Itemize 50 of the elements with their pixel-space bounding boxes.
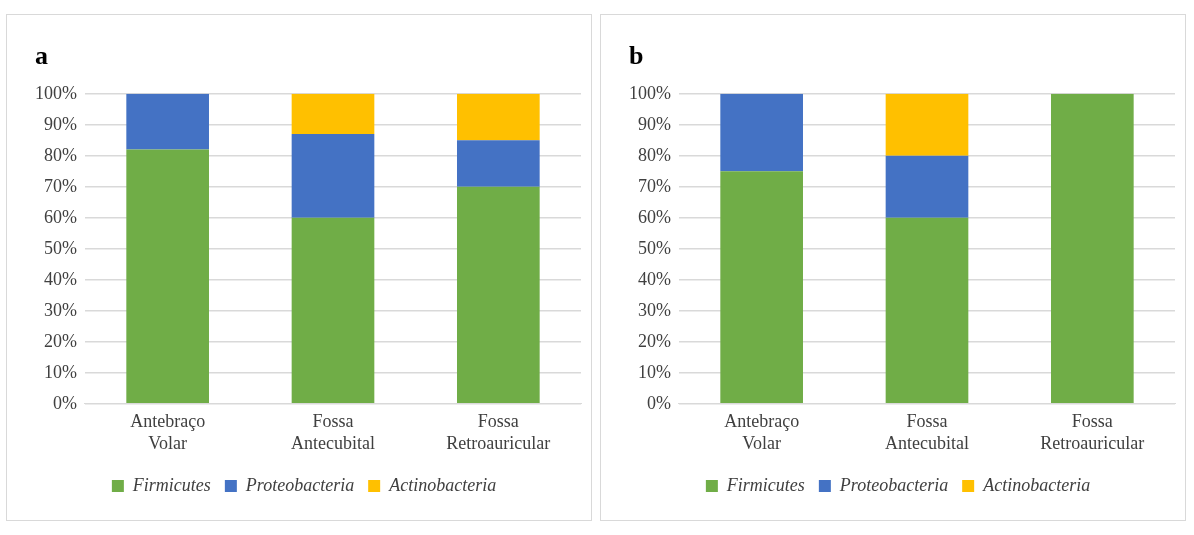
y-tick-label: 40% [43,268,77,289]
y-tick-label: 60% [637,206,671,227]
y-tick-label: 100% [34,82,77,103]
y-tick-label: 10% [43,361,77,382]
bar [291,134,375,218]
y-tick-label: 20% [43,330,77,351]
chart-title: b [629,41,644,71]
bar [126,149,209,404]
y-tick-label: 90% [43,113,77,134]
bar [885,217,969,404]
y-tick-label: 70% [637,175,671,196]
bar [1051,93,1134,404]
bar [720,93,803,172]
y-tick-label: 0% [646,392,671,413]
bar [885,93,969,156]
y-tick-label: 40% [637,268,671,289]
bar [291,217,375,404]
x-tick-label: Fossa Antecubital [291,411,375,453]
y-tick-label: 20% [637,330,671,351]
y-tick-label: 0% [52,392,77,413]
y-tick-label: 80% [637,144,671,165]
y-tick-label: 10% [637,361,671,382]
y-tick-label: 70% [43,175,77,196]
legend-label: Proteobacteria [244,474,355,495]
y-tick-label: 50% [43,237,77,258]
x-tick-label: Fossa Retroauricular [1040,411,1145,453]
legend-label: Actinobacteria [388,474,497,495]
bar [126,93,209,150]
y-tick-label: 90% [637,113,671,134]
bar [291,93,375,135]
legend-label: Actinobacteria [982,474,1091,495]
chart-title: a [35,41,48,71]
y-tick-label: 30% [43,299,77,320]
y-tick-label: 100% [628,82,671,103]
y-tick-label: 50% [637,237,671,258]
legend-label: Firmicutes [725,474,805,495]
bar [457,186,540,404]
y-tick-label: 80% [43,144,77,165]
bar [885,155,969,218]
y-tick-label: 30% [637,299,671,320]
y-tick-label: 60% [43,206,77,227]
x-tick-label: Antebraço Volar [130,411,206,453]
legend-label: Proteobacteria [838,474,949,495]
x-tick-label: Fossa Antecubital [885,411,969,453]
legend-label: Firmicutes [131,474,211,495]
bar [720,171,803,404]
x-tick-label: Antebraço Volar [724,411,800,453]
bar [457,140,540,187]
x-tick-label: Fossa Retroauricular [446,411,551,453]
bar [457,93,540,141]
